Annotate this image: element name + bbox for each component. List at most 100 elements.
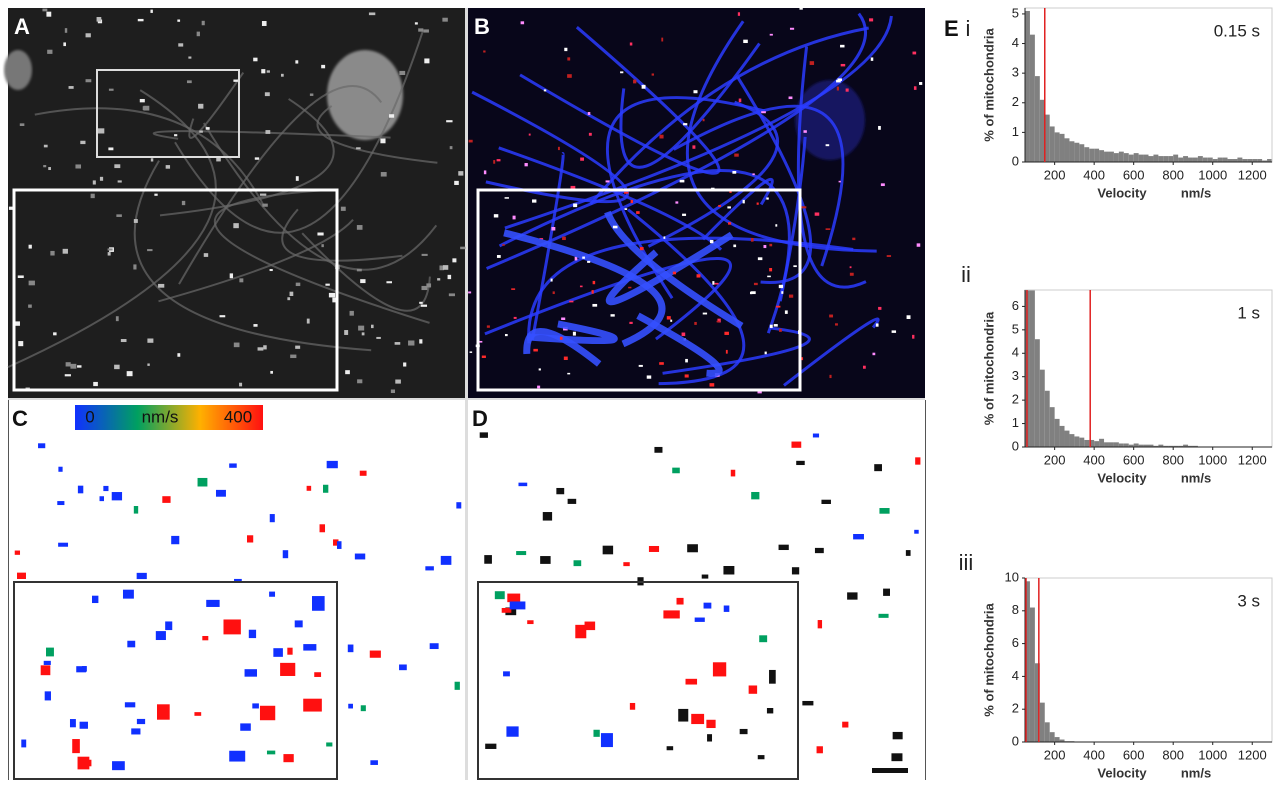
particle [93, 382, 98, 386]
particle [514, 317, 517, 319]
particle [253, 324, 257, 327]
particle [740, 729, 748, 734]
particle [487, 325, 490, 327]
particle [810, 61, 814, 65]
bar [1223, 158, 1228, 162]
particle [879, 508, 889, 514]
particle [560, 337, 563, 340]
particle [587, 261, 590, 263]
particle [355, 554, 365, 560]
particle [878, 126, 881, 130]
y-tick-label: 3 [1012, 368, 1019, 383]
particle [573, 204, 577, 208]
particle [779, 285, 783, 288]
particle [726, 350, 728, 354]
bar [1109, 442, 1114, 447]
particle [234, 343, 240, 348]
x-axis-unit: nm/s [1181, 765, 1211, 780]
particle [273, 648, 283, 657]
particle [686, 679, 698, 685]
bar [1084, 440, 1089, 447]
particle [86, 33, 91, 37]
particle [571, 186, 576, 189]
particle [704, 603, 712, 609]
particle [878, 307, 881, 310]
particle [505, 197, 509, 199]
particle [114, 164, 120, 168]
particle [72, 739, 80, 753]
particle [28, 305, 32, 308]
y-tick-label: 5 [1012, 5, 1019, 20]
particle [233, 223, 238, 228]
particle [395, 342, 401, 345]
y-tick-label: 2 [1012, 94, 1019, 109]
particle [562, 237, 566, 240]
particle [127, 641, 135, 648]
particle [620, 71, 623, 73]
particle [869, 18, 873, 21]
x-tick-label: 1200 [1238, 452, 1267, 467]
particle [707, 734, 712, 741]
particle [112, 761, 125, 770]
particle [112, 492, 122, 500]
particle [424, 58, 429, 63]
particle [724, 332, 729, 335]
particle [357, 225, 363, 230]
x-tick-label: 800 [1162, 452, 1184, 467]
y-tick-label: 2 [1012, 392, 1019, 407]
y-tick-label: 4 [1012, 35, 1019, 50]
particle [556, 488, 564, 494]
particle [154, 194, 157, 196]
particle [121, 339, 127, 342]
particle [543, 512, 552, 521]
particle [829, 375, 831, 378]
particle [441, 556, 452, 565]
particle [728, 222, 731, 224]
particle [63, 42, 66, 46]
particle [307, 486, 312, 491]
particle [640, 247, 644, 250]
particle [727, 206, 731, 208]
particle [198, 478, 208, 487]
particle [791, 442, 801, 448]
particle [601, 733, 613, 747]
particle [750, 292, 752, 295]
particle [603, 546, 613, 555]
bar [1069, 141, 1074, 162]
particle [337, 541, 342, 549]
particle [763, 245, 766, 248]
x-tick-label: 1200 [1238, 747, 1267, 762]
particle [258, 347, 264, 350]
cell-body [327, 50, 403, 140]
bar [1114, 153, 1119, 162]
particle [348, 645, 354, 653]
particle [502, 244, 505, 246]
particle [540, 556, 550, 564]
particle [695, 618, 705, 622]
particle [516, 551, 526, 555]
particle [137, 573, 147, 579]
particle [881, 183, 885, 186]
particle [329, 293, 335, 298]
particle [551, 279, 553, 282]
particle [42, 9, 47, 12]
particle [419, 302, 423, 304]
particle [513, 216, 516, 220]
particle [871, 57, 874, 60]
particle [140, 99, 145, 102]
particle [348, 704, 353, 709]
particle [917, 243, 921, 246]
particle [789, 96, 793, 99]
particle [70, 364, 76, 369]
particle [80, 141, 85, 144]
particle [826, 144, 830, 146]
particle [15, 321, 20, 325]
particle [592, 304, 597, 307]
particle [320, 524, 325, 532]
particle [360, 471, 367, 476]
particle [790, 28, 794, 30]
x-tick-label: 400 [1083, 747, 1105, 762]
bar [1035, 339, 1040, 447]
particle [50, 251, 54, 256]
particle [133, 264, 136, 269]
